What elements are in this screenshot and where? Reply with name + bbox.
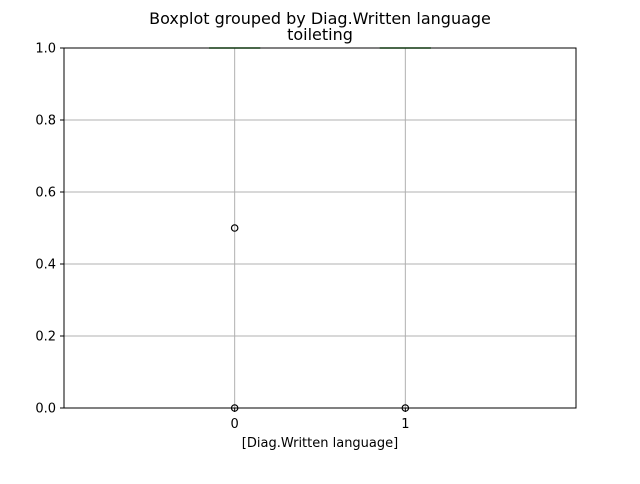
plot-area-frame (64, 48, 576, 408)
y-tick-label: 0.0 (35, 402, 56, 417)
x-tick-label: 0 (231, 417, 239, 432)
y-tick-label: 1.0 (35, 42, 56, 57)
chart-title: toileting (287, 25, 353, 44)
box-elements (209, 48, 431, 411)
y-axis-ticks: 0.0 0.2 0.4 0.6 0.8 1.0 (35, 42, 64, 417)
y-tick-label: 0.6 (35, 186, 56, 201)
y-tick-label: 0.2 (35, 330, 56, 345)
x-axis-label: [Diag.Written language] (242, 436, 398, 451)
y-tick-label: 0.8 (35, 114, 56, 129)
x-tick-label: 1 (401, 417, 409, 432)
grid-lines (64, 48, 576, 408)
y-tick-label: 0.4 (35, 258, 56, 273)
